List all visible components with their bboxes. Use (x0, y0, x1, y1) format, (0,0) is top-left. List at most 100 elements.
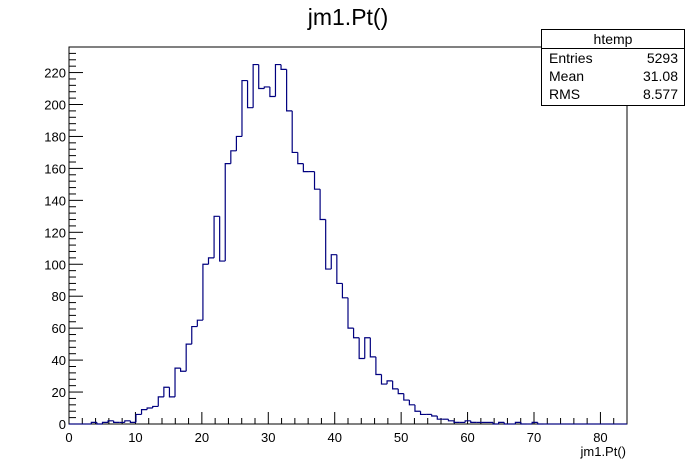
histogram-bin (336, 254, 343, 285)
histogram-bin (241, 79, 248, 137)
y-tick-label: 100 (44, 257, 66, 272)
histogram-bin (408, 400, 415, 406)
histogram-bin (380, 374, 388, 385)
histogram-bin (157, 396, 164, 407)
histogram-series (69, 63, 627, 425)
x-tick-label: 80 (593, 430, 607, 445)
stats-value: 8.577 (642, 86, 678, 102)
stats-label: Entries (549, 50, 593, 66)
histogram-bin (286, 69, 293, 112)
histogram-bin (129, 420, 136, 424)
histogram-bin (453, 420, 460, 424)
x-axis-label: jm1.Pt() (580, 444, 627, 459)
histogram-bin (503, 422, 510, 425)
histogram-bin (107, 420, 114, 423)
y-tick-label: 200 (44, 98, 66, 113)
histogram-bin (330, 254, 337, 270)
histogram-bin (375, 356, 382, 376)
y-tick-label: 60 (52, 321, 66, 336)
histogram-bin (269, 86, 276, 98)
histogram-bin (246, 80, 254, 109)
y-tick-label: 80 (52, 289, 66, 304)
histogram-bin (101, 421, 109, 424)
x-tick-label: 50 (394, 430, 408, 445)
histogram-bin (403, 393, 410, 401)
histogram-bin (492, 422, 499, 425)
x-tick-label: 20 (195, 430, 209, 445)
histogram-bin (352, 328, 360, 339)
histogram-bin (470, 420, 477, 424)
histogram-bin (431, 414, 438, 417)
histogram-bin (291, 110, 298, 154)
histogram-bin (219, 216, 226, 262)
stats-value: 5293 (646, 50, 678, 66)
histogram-bin (498, 421, 505, 424)
y-tick-label: 0 (59, 417, 66, 432)
histogram-bin (174, 367, 181, 397)
y-tick-label: 140 (44, 193, 66, 208)
histogram-bin (447, 419, 455, 422)
y-tick-label: 20 (52, 385, 66, 400)
histogram-bin (436, 416, 443, 420)
histogram-bin (364, 337, 371, 359)
y-tick-label: 160 (44, 161, 66, 176)
histogram-bin (230, 150, 237, 164)
histogram-bin (180, 368, 187, 372)
histogram-bin (124, 420, 131, 423)
stats-label: Mean (549, 68, 585, 84)
histogram-bin (319, 189, 326, 221)
histogram-bin (397, 388, 404, 395)
histogram-bin (152, 405, 159, 409)
histogram-bin (274, 63, 282, 97)
histogram-bin (146, 407, 153, 410)
stats-box: htemp Entries 5293 Mean 31.08 RMS 8.577 (541, 29, 685, 106)
y-tick-label: 120 (44, 225, 66, 240)
histogram-bin (392, 380, 399, 390)
histogram-bin (297, 152, 304, 165)
y-axis: 0 20 40 60 80 100 120 140 160 180 200 220 (44, 46, 83, 432)
histogram-bin (163, 386, 170, 397)
histogram-bin (90, 421, 97, 424)
histogram-bin (358, 337, 365, 360)
histogram-bin (168, 387, 176, 398)
histogram-bin (207, 257, 215, 265)
y-tick-label: 220 (44, 66, 66, 81)
stats-row-mean: Mean 31.08 (542, 67, 684, 85)
stats-value: 31.08 (642, 68, 678, 84)
histogram-bin (258, 64, 265, 90)
histogram-bin (202, 263, 209, 321)
y-tick-label: 40 (52, 353, 66, 368)
x-tick-label: 70 (527, 430, 541, 445)
histogram-bin (341, 283, 348, 299)
histogram-bin (369, 337, 376, 358)
histogram-bin (313, 171, 321, 190)
histogram-bin (419, 411, 427, 416)
x-tick-label: 40 (327, 430, 341, 445)
histogram-bin (196, 319, 203, 327)
stats-box-title: htemp (542, 30, 684, 49)
stats-label: RMS (549, 86, 581, 102)
histogram-bin (347, 297, 354, 329)
histogram-bin (280, 64, 287, 70)
x-tick-label: 0 (65, 430, 72, 445)
histogram-bin (96, 422, 103, 425)
x-tick-label: 60 (460, 430, 474, 445)
histogram-bin (224, 163, 231, 262)
histogram-bin (537, 422, 544, 425)
y-tick-label: 180 (44, 129, 66, 144)
histogram-bin (113, 420, 120, 424)
histogram-bin (252, 63, 259, 108)
histogram-bin (135, 413, 142, 423)
x-tick-label: 10 (128, 430, 142, 445)
histogram-bin (213, 215, 220, 258)
histogram-bin (325, 219, 332, 270)
histogram-bin (386, 380, 393, 385)
x-axis: 0 10 20 30 40 50 60 70 80 (65, 412, 628, 445)
histogram-bin (464, 420, 471, 423)
histogram-bin (140, 409, 148, 415)
histogram-bin (263, 86, 270, 89)
histogram-bin (302, 163, 309, 173)
histogram-bin (531, 421, 538, 424)
histogram-bin (185, 343, 192, 372)
